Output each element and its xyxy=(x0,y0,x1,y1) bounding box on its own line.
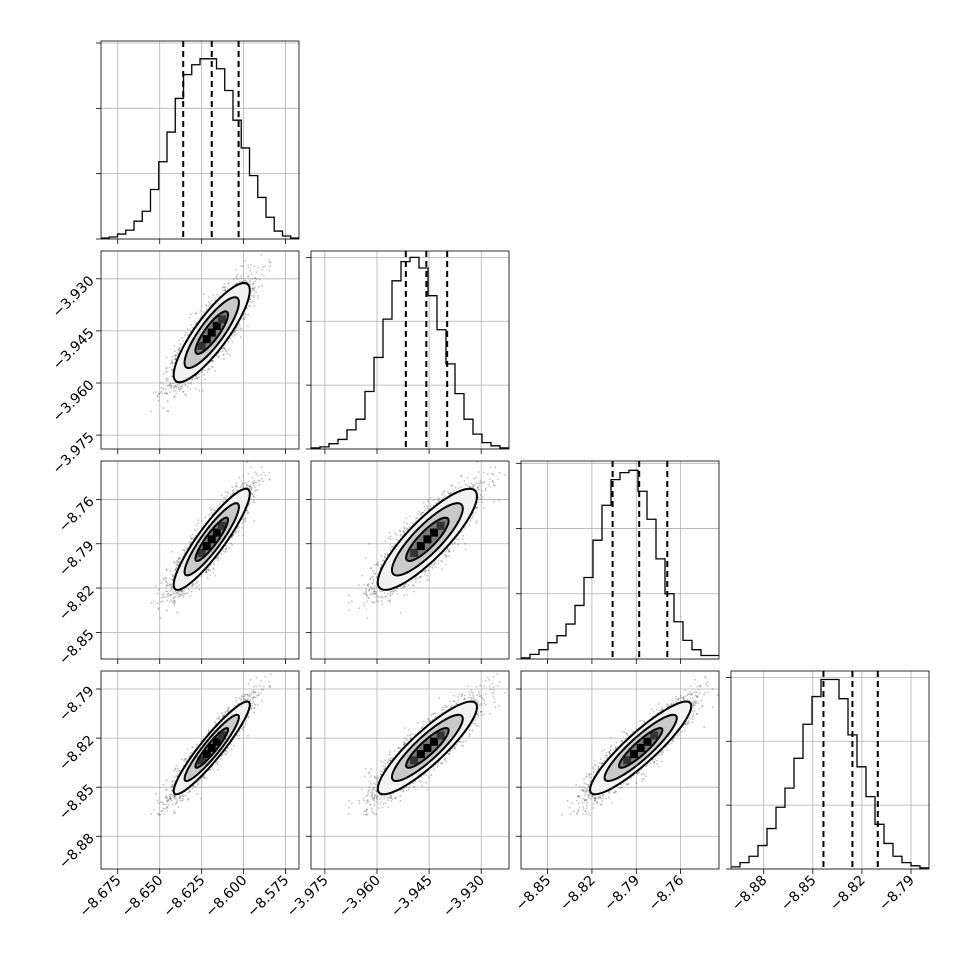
y-tick-label-4-1: −8.88 xyxy=(56,831,98,873)
contour-line-2 xyxy=(183,296,240,370)
contour-line-2 xyxy=(183,713,240,783)
y-tick-label-3-2: −8.82 xyxy=(56,582,98,624)
panel-frame xyxy=(310,250,510,450)
scatter-panel-1-3 xyxy=(96,460,300,664)
density-core xyxy=(623,731,659,765)
histogram-panel-2 xyxy=(306,250,510,454)
x-tick-label-4-1: −8.88 xyxy=(729,873,771,915)
scatter-content xyxy=(150,253,272,413)
density-core xyxy=(197,521,226,557)
panel-frame xyxy=(520,460,720,660)
contour-line-2 xyxy=(390,713,464,783)
panel-frame xyxy=(310,670,510,870)
panel-frame xyxy=(100,460,300,660)
y-tick-label-2-4: −3.930 xyxy=(50,273,98,321)
density-core xyxy=(197,731,226,765)
scatter-panel-1-2 xyxy=(96,250,300,454)
x-tick-label-1-1: −8.675 xyxy=(77,873,125,921)
contour-line-2 xyxy=(390,502,464,577)
contour-line-3 xyxy=(618,727,664,769)
contour-line-3 xyxy=(405,727,450,769)
contour-line-1 xyxy=(172,700,251,796)
x-tick-label-1-3: −8.625 xyxy=(161,873,209,921)
y-tick-label-2-2: −3.960 xyxy=(50,377,98,425)
contour-line-2 xyxy=(183,502,240,577)
x-tick-label-3-1: −8.85 xyxy=(513,873,555,915)
scatter-panel-2-4 xyxy=(306,670,510,874)
histogram-panel-4 xyxy=(726,670,930,874)
scatter-panel-2-3 xyxy=(306,460,510,664)
scatter-content xyxy=(561,675,719,816)
contour-line-3 xyxy=(194,310,230,355)
x-tick-label-4-4: −8.79 xyxy=(876,873,918,915)
y-tick-label-4-2: −8.85 xyxy=(56,782,98,824)
y-tick-label-4-4: −8.79 xyxy=(56,683,98,725)
x-tick-label-1-4: −8.600 xyxy=(203,873,251,921)
contour-line-1 xyxy=(172,282,251,384)
density-core xyxy=(197,315,226,350)
contour-line-3 xyxy=(194,727,230,769)
panel-frame xyxy=(100,40,300,240)
histogram-panel-3 xyxy=(516,460,720,664)
x-tick-label-4-2: −8.85 xyxy=(778,873,820,915)
scatter-content xyxy=(150,673,272,816)
y-tick-label-3-4: −8.76 xyxy=(56,494,98,536)
contour-line-1 xyxy=(172,487,251,591)
y-tick-label-3-3: −8.79 xyxy=(56,538,98,580)
contour-line-3 xyxy=(194,516,230,562)
x-tick-label-1-5: −8.575 xyxy=(244,873,292,921)
panel-frame xyxy=(100,250,300,450)
scatter-panel-1-4 xyxy=(96,670,300,874)
x-tick-label-3-4: −8.76 xyxy=(646,872,688,914)
x-tick-label-4-3: −8.82 xyxy=(827,873,869,915)
histogram-line-3 xyxy=(521,469,719,659)
y-tick-label-2-3: −3.945 xyxy=(50,325,98,373)
x-tick-label-3-2: −8.82 xyxy=(557,873,599,915)
contour-line-1 xyxy=(376,700,478,796)
y-tick-label-3-1: −8.85 xyxy=(56,627,98,669)
contour-line-2 xyxy=(603,713,678,783)
histogram-line-2 xyxy=(311,256,509,449)
x-tick-label-1-2: −8.650 xyxy=(119,873,167,921)
x-tick-label-2-3: −3.945 xyxy=(388,873,436,921)
histogram-panel-1 xyxy=(96,40,300,244)
contour-line-1 xyxy=(376,487,478,591)
x-tick-label-3-3: −8.79 xyxy=(601,873,643,915)
contour-line-3 xyxy=(405,516,450,562)
density-core xyxy=(410,731,445,765)
scatter-content xyxy=(347,673,507,816)
panel-frame xyxy=(310,460,510,660)
scatter-content xyxy=(150,461,271,619)
y-tick-label-4-3: −8.82 xyxy=(56,732,98,774)
panel-frame xyxy=(520,670,720,870)
histogram-line-1 xyxy=(101,58,299,239)
scatter-panel-3-4 xyxy=(516,670,720,874)
panel-frame xyxy=(730,670,930,870)
density-core xyxy=(410,521,445,557)
histogram-line-4 xyxy=(731,678,929,869)
x-tick-label-2-4: −3.930 xyxy=(440,873,488,921)
contour-line-1 xyxy=(589,700,693,796)
scatter-content xyxy=(347,461,507,619)
x-tick-label-2-1: −3.975 xyxy=(284,873,332,921)
x-tick-label-2-2: −3.960 xyxy=(336,873,384,921)
y-tick-label-2-1: −3.975 xyxy=(50,429,98,477)
panel-frame xyxy=(100,670,300,870)
